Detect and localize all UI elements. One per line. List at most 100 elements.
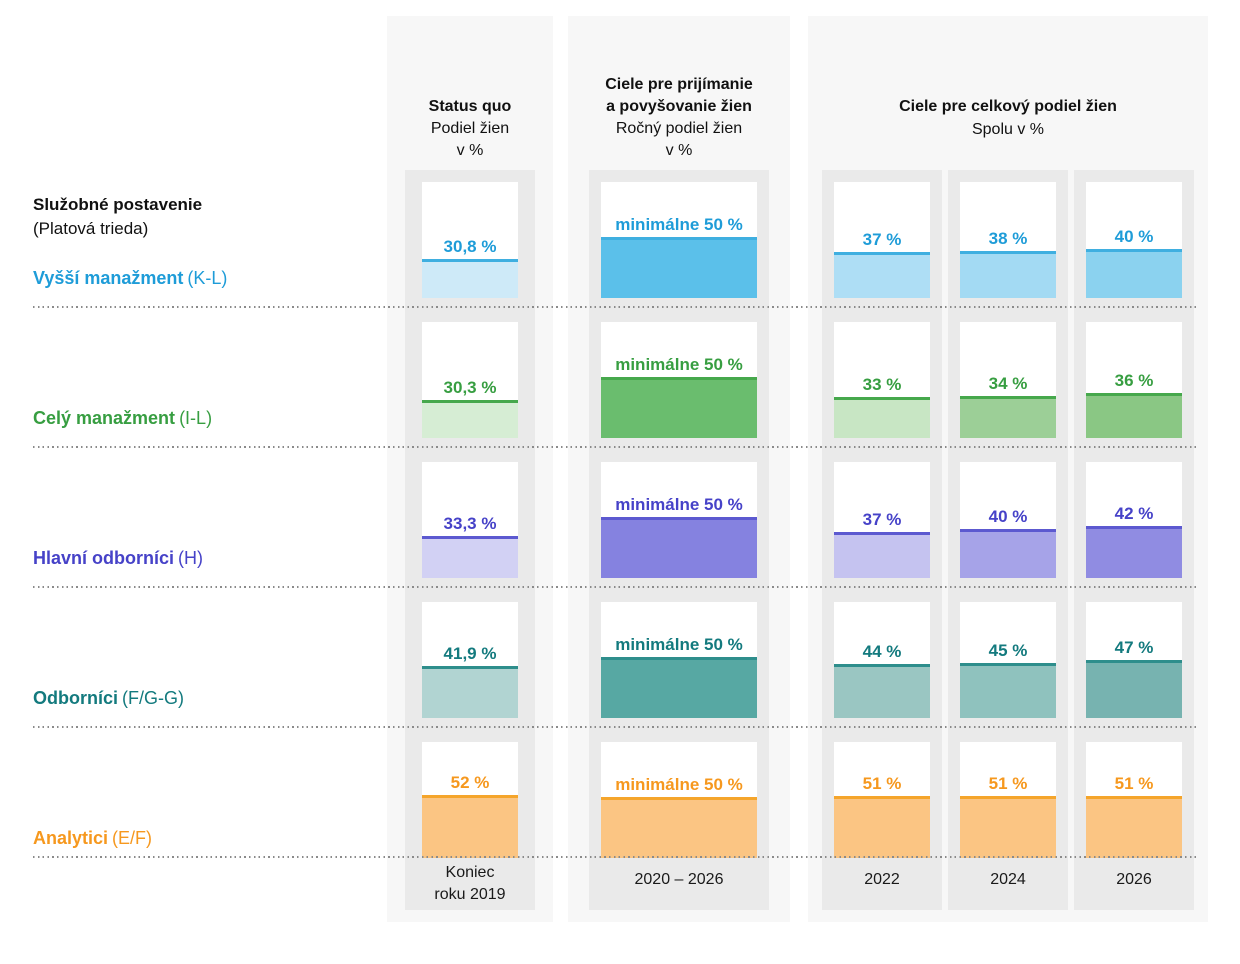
bar-hiring-row4: minimálne 50 % xyxy=(601,742,757,858)
bar-value-label: 44 % xyxy=(862,641,902,661)
bar-fill xyxy=(601,797,757,858)
bar-value-label: 52 % xyxy=(450,772,490,792)
bar-value-label: 33 % xyxy=(862,374,902,394)
footer-line: 2020 – 2026 xyxy=(634,871,724,888)
bar-fill xyxy=(1086,660,1182,718)
bar-fill xyxy=(422,399,518,438)
column-header-hiring: Ciele pre prijímanie a povyšovanie žien … xyxy=(568,74,790,162)
bar-fill xyxy=(1086,248,1182,298)
bar-fill xyxy=(601,657,757,718)
bar-total-2026-row0: 40 % xyxy=(1086,182,1182,298)
bar-value-label: 33,3 % xyxy=(443,514,497,534)
bar-fill xyxy=(1086,526,1182,578)
column-header-total: Ciele pre celkový podiel žien Spolu v % xyxy=(808,95,1208,141)
footer-hiring: 2020 – 2026 xyxy=(589,869,769,891)
bar-fill xyxy=(422,259,518,298)
bar-fill xyxy=(834,396,930,438)
row-separator xyxy=(33,306,1197,308)
row-separator xyxy=(33,726,1197,728)
bar-fill xyxy=(960,250,1056,298)
bar-value-label: minimálne 50 % xyxy=(615,355,743,374)
category-grade: (H) xyxy=(178,548,204,568)
category-label-hlavni-odbornici: Hlavní odborníci (H) xyxy=(33,548,203,569)
bar-fill xyxy=(834,663,930,718)
footer-year-2022: 2022 xyxy=(864,871,900,888)
bar-total-2026-row2: 42 % xyxy=(1086,462,1182,578)
bar-value-label: minimálne 50 % xyxy=(615,635,743,654)
bar-fill xyxy=(960,395,1056,438)
category-label-cely-manazment: Celý manažment (I-L) xyxy=(33,408,212,429)
bar-hiring-row3: minimálne 50 % xyxy=(601,602,757,718)
bar-value-label: minimálne 50 % xyxy=(615,775,743,794)
category-grade: (K-L) xyxy=(187,268,228,288)
bar-fill xyxy=(834,532,930,578)
bar-value-label: 40 % xyxy=(988,506,1028,526)
bar-total-2026-row4: 51 % xyxy=(1086,742,1182,858)
bar-value-label: 36 % xyxy=(1114,371,1154,391)
bar-fill xyxy=(422,794,518,858)
bar-fill xyxy=(1086,393,1182,438)
category-name: Hlavní odborníci xyxy=(33,548,175,568)
total-title: Ciele pre celkový podiel žien xyxy=(899,98,1117,115)
hiring-sub1: Ročný podiel žien xyxy=(615,120,743,137)
bar-status-quo-row2: 33,3 % xyxy=(422,462,518,578)
bar-fill xyxy=(601,517,757,578)
bar-total-2026-row1: 36 % xyxy=(1086,322,1182,438)
status-quo-sub2: v % xyxy=(456,142,484,159)
status-quo-sub1: Podiel žien xyxy=(430,120,510,137)
category-name: Analytici xyxy=(33,828,109,848)
category-label-vyssi-manazment: Vyšší manažment (K-L) xyxy=(33,268,227,289)
bar-total-2022-row1: 33 % xyxy=(834,322,930,438)
category-label-analytici: Analytici (E/F) xyxy=(33,828,152,849)
footer-line: Koniec xyxy=(445,864,495,881)
bar-value-label: 51 % xyxy=(862,773,902,793)
category-name: Celý manažment xyxy=(33,408,176,428)
bar-fill xyxy=(960,795,1056,858)
bar-hiring-row1: minimálne 50 % xyxy=(601,322,757,438)
row-separator xyxy=(33,446,1197,448)
bar-total-2024-row1: 34 % xyxy=(960,322,1056,438)
category-grade: (F/G-G) xyxy=(122,688,184,708)
bar-total-2022-row3: 44 % xyxy=(834,602,930,718)
bar-status-quo-row4: 52 % xyxy=(422,742,518,858)
bar-value-label: 42 % xyxy=(1114,504,1154,524)
bar-fill xyxy=(601,377,757,438)
bar-value-label: 37 % xyxy=(862,510,902,530)
bar-fill xyxy=(834,252,930,298)
axis-title-sub: (Platová trieda) xyxy=(33,219,149,238)
bar-total-2024-row2: 40 % xyxy=(960,462,1056,578)
bar-fill xyxy=(960,662,1056,718)
hiring-title1: Ciele pre prijímanie xyxy=(605,76,753,93)
row-separator xyxy=(33,586,1197,588)
hiring-title2: a povyšovanie žien xyxy=(606,98,752,115)
column-header-status-quo: Status quo Podiel žien v % xyxy=(387,96,553,162)
bar-fill xyxy=(960,528,1056,578)
bar-status-quo-row0: 30,8 % xyxy=(422,182,518,298)
bar-hiring-row0: minimálne 50 % xyxy=(601,182,757,298)
bar-value-label: 41,9 % xyxy=(443,644,497,664)
bar-status-quo-row1: 30,3 % xyxy=(422,322,518,438)
category-grade: (E/F) xyxy=(112,828,153,848)
bar-fill xyxy=(834,795,930,858)
bar-fill xyxy=(422,536,518,578)
category-name: Odborníci xyxy=(33,688,118,708)
bar-value-label: 51 % xyxy=(988,773,1028,793)
bar-value-label: 51 % xyxy=(1114,773,1154,793)
category-label-odbornici: Odborníci (F/G-G) xyxy=(33,688,184,709)
axis-title: Služobné postavenie (Platová trieda) xyxy=(33,193,202,241)
bar-fill xyxy=(422,666,518,718)
footer-year-2024: 2024 xyxy=(990,871,1026,888)
bar-value-label: 37 % xyxy=(862,230,902,250)
footer-year-2026: 2026 xyxy=(1116,871,1152,888)
bar-value-label: 40 % xyxy=(1114,226,1154,246)
bar-value-label: 38 % xyxy=(988,228,1028,248)
bar-value-label: 34 % xyxy=(988,373,1028,393)
bar-total-2022-row4: 51 % xyxy=(834,742,930,858)
category-grade: (I-L) xyxy=(179,408,213,428)
category-name: Vyšší manažment xyxy=(33,268,184,288)
bar-value-label: 47 % xyxy=(1114,638,1154,658)
bar-hiring-row2: minimálne 50 % xyxy=(601,462,757,578)
bar-total-2022-row0: 37 % xyxy=(834,182,930,298)
bar-total-2024-row3: 45 % xyxy=(960,602,1056,718)
